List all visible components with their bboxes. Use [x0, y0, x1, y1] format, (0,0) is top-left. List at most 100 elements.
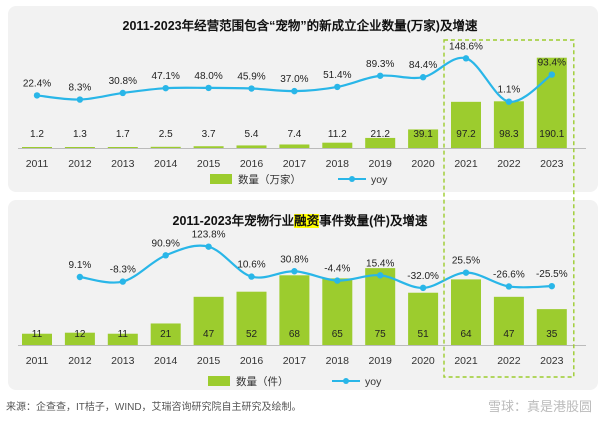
x-tick-2023: 2023 [540, 158, 564, 170]
yoy-label-2021: 148.6% [449, 41, 483, 52]
yoy-label-2016: 10.6% [237, 260, 265, 271]
bar-label-2020: 39.1 [413, 129, 433, 140]
x-tick-2020: 2020 [411, 158, 435, 170]
yoy-label-2019: 89.3% [366, 59, 394, 70]
x-tick-2021: 2021 [454, 355, 478, 367]
legend-line-label: yoy [365, 376, 382, 388]
bar-2011 [22, 333, 52, 345]
bar-2019 [365, 268, 396, 345]
legend-line-marker [343, 378, 349, 384]
bar-label-2017: 68 [289, 329, 301, 340]
bar-label-2013: 1.7 [116, 129, 130, 140]
yoy-label-2012: 9.1% [69, 260, 92, 271]
x-tick-2013: 2013 [111, 158, 135, 170]
yoy-point-2018 [334, 277, 341, 284]
bar-label-2015: 47 [203, 329, 215, 340]
x-tick-2016: 2016 [240, 158, 264, 170]
x-tick-2021: 2021 [454, 158, 478, 170]
x-tick-2015: 2015 [197, 355, 221, 367]
x-tick-2015: 2015 [197, 158, 221, 170]
bar-2020 [408, 292, 439, 345]
bar-2017 [279, 144, 310, 148]
highlight-box [443, 39, 575, 378]
yoy-point-2013 [119, 89, 127, 97]
x-tick-2023: 2023 [540, 355, 564, 367]
bar-2013 [107, 147, 138, 148]
yoy-point-2017 [291, 268, 298, 275]
bar-label-2019: 75 [375, 329, 387, 340]
yoy-label-2022: -26.6% [493, 269, 525, 280]
bar-2021 [451, 101, 481, 148]
x-tick-2018: 2018 [326, 355, 350, 367]
bar-2011 [22, 147, 52, 148]
bar-label-2013: 11 [118, 329, 129, 340]
yoy-point-2019 [377, 272, 384, 279]
x-tick-2022: 2022 [497, 355, 521, 367]
x-tick-2013: 2013 [111, 355, 135, 367]
x-tick-2012: 2012 [68, 355, 92, 367]
yoy-line [79, 244, 552, 289]
x-tick-2016: 2016 [240, 355, 264, 367]
bar-2014 [150, 146, 181, 148]
yoy-label-2018: -4.4% [324, 264, 350, 275]
yoy-point-2021 [462, 269, 470, 276]
bar-2012 [64, 147, 95, 148]
bar-label-2012: 12 [74, 329, 86, 340]
bar-2016 [236, 291, 267, 345]
bar-2022 [493, 101, 524, 148]
yoy-label-2016: 45.9% [237, 72, 265, 83]
bar-label-2016: 5.4 [245, 129, 259, 140]
yoy-label-2023: -25.5% [536, 269, 568, 280]
yoy-point-2019 [377, 72, 384, 79]
yoy-label-2022: 1.1% [498, 85, 521, 96]
yoy-label-2015: 123.8% [192, 230, 226, 241]
yoy-label-2017: 37.0% [280, 74, 308, 85]
bar-label-2014: 21 [160, 329, 172, 340]
yoy-point-2018 [334, 83, 341, 91]
watermark: 雪球：真是港股圆 [487, 399, 592, 414]
yoy-label-2020: 84.4% [409, 60, 437, 71]
x-tick-2014: 2014 [154, 158, 178, 170]
bar-2014 [150, 323, 181, 345]
title-part-2: 事件数量(件)及增速 [319, 214, 428, 228]
x-tick-2020: 2020 [411, 355, 435, 367]
yoy-point-2011 [33, 92, 41, 99]
bar-label-2016: 52 [246, 329, 258, 340]
title-highlight: 融资 [294, 214, 320, 228]
x-tick-2018: 2018 [326, 158, 350, 170]
bar-label-2018: 65 [332, 329, 344, 340]
bar-label-2018: 11.2 [328, 129, 347, 140]
legend-line-label: yoy [371, 174, 388, 186]
bar-label-2014: 2.5 [159, 129, 173, 140]
chart-title-financing: 2011-2023年宠物行业融资事件数量(件)及增速 [0, 210, 600, 229]
yoy-label-2013: 30.8% [109, 76, 137, 87]
bar-label-2021: 97.2 [456, 129, 476, 140]
yoy-point-2016 [248, 273, 255, 280]
bar-2019 [365, 137, 396, 148]
yoy-label-2020: -32.0% [407, 271, 439, 282]
bar-2017 [279, 275, 310, 345]
legend-line-marker [349, 176, 355, 182]
bar-2020 [408, 129, 439, 148]
legend-bar-label: 数量（件） [236, 375, 289, 388]
legend-bar-swatch [210, 174, 232, 184]
yoy-point-2021 [462, 55, 470, 62]
yoy-label-2013: -8.3% [110, 265, 136, 276]
bar-label-2011: 1.2 [30, 129, 44, 140]
yoy-point-2020 [419, 74, 427, 81]
source-note: 来源：企查查，IT桔子，WIND，艾瑞咨询研究院自主研究及绘制。 [6, 402, 302, 413]
bar-2021 [451, 279, 481, 345]
x-tick-2011: 2011 [26, 158, 49, 170]
yoy-point-2014 [162, 252, 169, 259]
yoy-label-2021: 25.5% [452, 256, 480, 267]
yoy-point-2023 [548, 71, 555, 78]
legend-bar-label: 数量（万家） [238, 173, 301, 186]
yoy-point-2014 [162, 84, 169, 92]
chart-panel-companies [8, 6, 598, 192]
bar-label-2011: 11 [32, 329, 43, 340]
bar-label-2022: 47 [503, 329, 515, 340]
bar-label-2015: 3.7 [202, 129, 216, 140]
bar-2022 [493, 296, 524, 345]
chart-title-companies: 2011-2023年经营范围包含“宠物”的新成立企业数量(万家)及增速 [122, 19, 478, 33]
